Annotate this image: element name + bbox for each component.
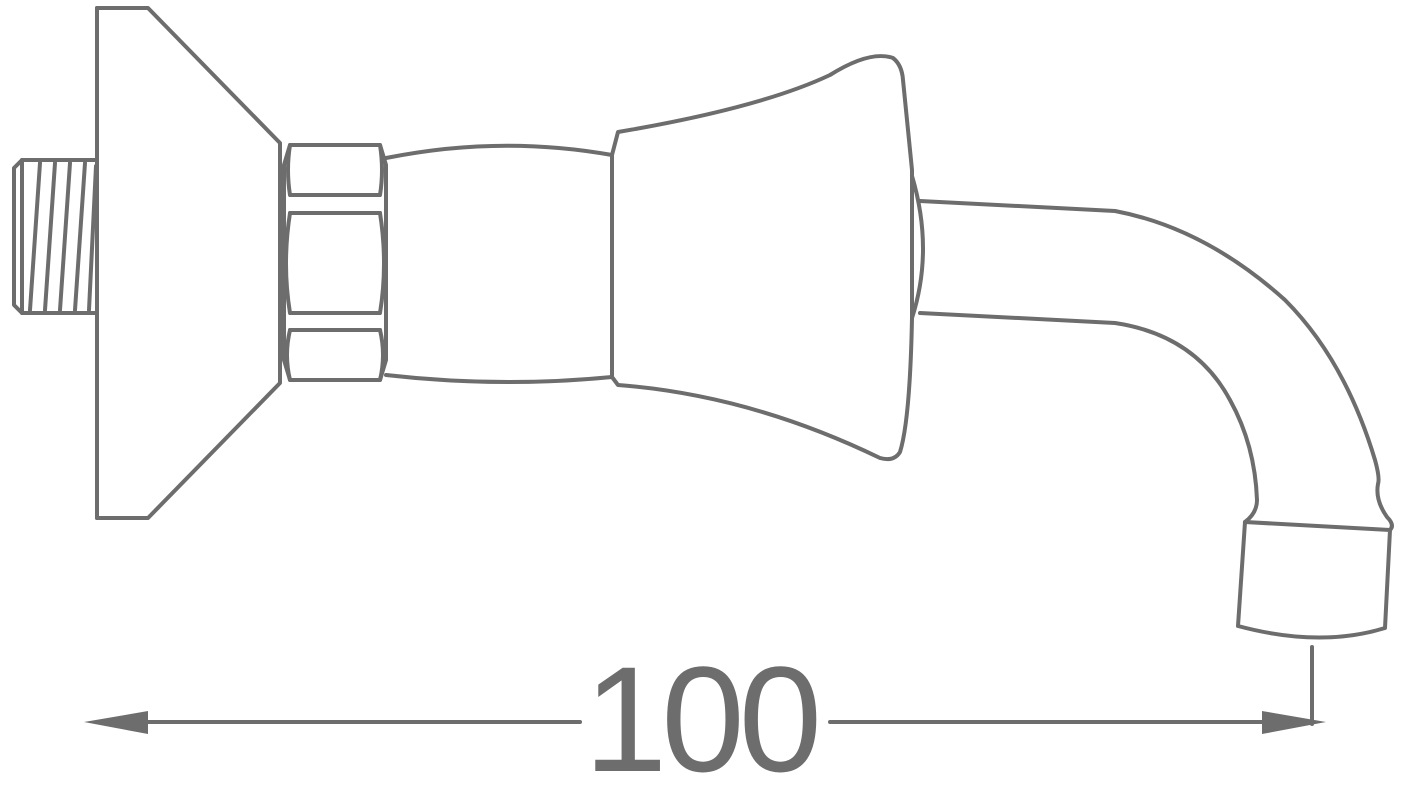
dimension-label: 100 (583, 635, 822, 803)
valve-body (384, 143, 614, 385)
hex-nut (282, 143, 388, 382)
valve-handle (610, 54, 925, 462)
wall-flange (95, 6, 282, 520)
spout (918, 199, 1394, 532)
threaded-inlet (12, 158, 99, 315)
arrowhead-left (84, 711, 148, 734)
drawing-lines (12, 6, 1394, 734)
aerator (1236, 520, 1392, 640)
arrowhead-right (1262, 711, 1326, 734)
dimension-line (84, 645, 1326, 734)
